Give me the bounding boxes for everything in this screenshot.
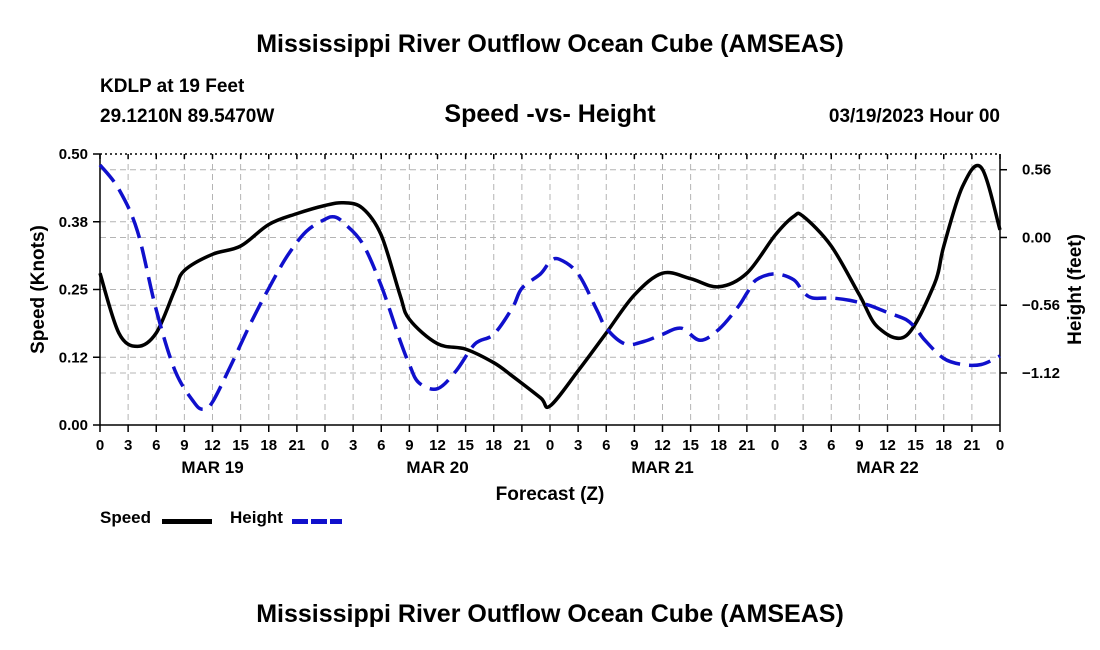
y-tick-label: 0.12 (59, 349, 88, 366)
x-tick-label: 0 (546, 437, 554, 454)
station-label: KDLP at 19 Feet (100, 76, 245, 97)
y2-tick-label: −1.12 (1022, 365, 1060, 382)
y2-tick-label: 0.56 (1022, 162, 1051, 179)
y-tick-label: 0.00 (59, 417, 88, 434)
legend-speed-label: Speed (100, 508, 152, 527)
legend-speed-swatch (162, 519, 212, 524)
date-label: 03/19/2023 Hour 00 (828, 106, 1000, 127)
y2-tick-label: −0.56 (1022, 297, 1060, 314)
x-tick-label: 12 (204, 437, 221, 454)
x-tick-label: 15 (232, 437, 249, 454)
date-label: MAR 22 (856, 458, 918, 477)
x-tick-label: 15 (907, 437, 924, 454)
y-axis-title: Speed (Knots) (28, 225, 49, 354)
y-tick-label: 0.50 (59, 146, 88, 163)
coordinates-label: 29.1210N 89.5470W (100, 106, 275, 127)
x-tick-label: 12 (654, 437, 671, 454)
speed-series-line (98, 163, 1002, 410)
x-tick-label: 6 (827, 437, 835, 454)
x-tick-label: 6 (152, 437, 160, 454)
date-label: MAR 20 (406, 458, 468, 477)
x-tick-label: 12 (429, 437, 446, 454)
date-label: MAR 19 (181, 458, 243, 477)
main-title: Mississippi River Outflow Ocean Cube (AM… (256, 30, 844, 58)
y2-axis-title: Height (feet) (1065, 234, 1086, 345)
x-tick-label: 9 (855, 437, 863, 454)
x-tick-label: 3 (574, 437, 582, 454)
x-tick-label: 18 (935, 437, 952, 454)
x-tick-label: 0 (771, 437, 779, 454)
x-tick-label: 12 (879, 437, 896, 454)
y-tick-label: 0.38 (59, 214, 88, 231)
x-tick-label: 9 (630, 437, 638, 454)
x-tick-label: 21 (739, 437, 756, 454)
y2-tick-label: 0.00 (1022, 229, 1051, 246)
x-tick-label: 6 (377, 437, 385, 454)
footer-title: Mississippi River Outflow Ocean Cube (AM… (256, 600, 844, 628)
x-tick-label: 0 (96, 437, 104, 454)
x-tick-label: 15 (457, 437, 474, 454)
chart-subtitle: Speed -vs- Height (444, 100, 656, 128)
x-tick-label: 9 (405, 437, 413, 454)
x-tick-label: 18 (485, 437, 502, 454)
legend-height-swatch (292, 519, 342, 524)
x-tick-label: 6 (602, 437, 610, 454)
y-tick-label: 0.25 (59, 282, 88, 299)
height-series-line (98, 163, 1001, 412)
x-tick-label: 3 (349, 437, 357, 454)
legend-height-label: Height (230, 508, 283, 527)
x-tick-label: 21 (514, 437, 531, 454)
x-tick-label: 9 (180, 437, 188, 454)
x-tick-label: 3 (124, 437, 132, 454)
date-label: MAR 21 (631, 458, 693, 477)
x-tick-label: 3 (799, 437, 807, 454)
x-tick-label: 21 (964, 437, 981, 454)
x-tick-label: 15 (682, 437, 699, 454)
x-tick-label: 0 (321, 437, 329, 454)
x-tick-label: 18 (710, 437, 727, 454)
x-tick-label: 18 (260, 437, 277, 454)
x-tick-label: 0 (996, 437, 1004, 454)
x-axis-title: Forecast (Z) (496, 484, 605, 505)
x-tick-label: 21 (289, 437, 306, 454)
